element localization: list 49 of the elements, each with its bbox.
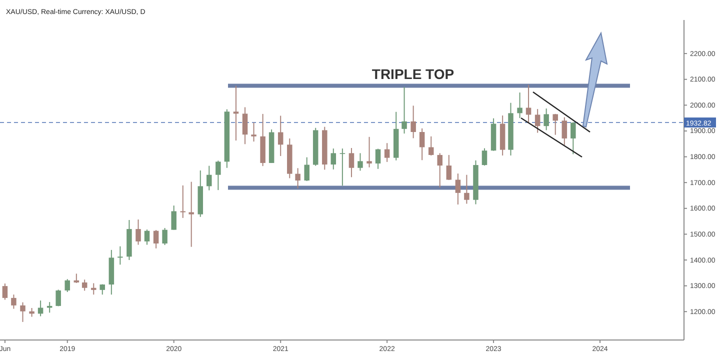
candlestick	[216, 160, 221, 191]
candlestick	[358, 152, 363, 172]
candlestick	[304, 156, 310, 182]
candlestick	[428, 136, 434, 156]
candlestick	[153, 230, 159, 249]
candlestick	[91, 282, 96, 296]
candlestick	[402, 86, 407, 134]
candlestick	[188, 181, 194, 248]
candlestick	[544, 108, 549, 131]
candlestick	[366, 136, 372, 168]
candlestick	[482, 148, 488, 166]
candlestick	[552, 113, 558, 136]
candlestick	[233, 85, 239, 142]
candlestick	[171, 205, 176, 230]
candlestick	[118, 246, 123, 266]
candlestick	[251, 122, 256, 142]
candlestick	[330, 148, 336, 170]
candlestick	[74, 273, 80, 284]
candlestick	[517, 92, 522, 119]
candlestick	[278, 115, 284, 156]
candlestick	[419, 128, 425, 161]
candlestick	[348, 148, 354, 178]
candlestick	[455, 173, 461, 206]
candlestick	[38, 300, 44, 317]
candlestick	[375, 148, 381, 170]
candlestick	[295, 168, 300, 190]
candlestick	[82, 279, 88, 292]
candlestick	[20, 302, 26, 322]
candlestick	[136, 218, 141, 246]
candlestick	[384, 142, 390, 162]
candlestick	[144, 229, 150, 246]
candlestick	[570, 122, 576, 155]
candlestick	[180, 184, 186, 218]
candlestick	[464, 174, 470, 204]
candlestick	[242, 106, 248, 145]
annotation: TRIPLE TOP	[372, 66, 454, 82]
candlestick	[64, 278, 70, 292]
candlestick	[437, 152, 442, 188]
candlestick	[2, 282, 8, 300]
candlestick	[162, 228, 168, 246]
candlestick	[206, 165, 212, 191]
candlestick	[562, 116, 568, 146]
candlestick	[56, 289, 61, 307]
candlestick	[526, 84, 532, 124]
candlestick	[410, 105, 416, 139]
candlestick	[534, 108, 540, 134]
candlestick	[11, 294, 16, 310]
candlestick	[446, 154, 452, 180]
candlestick	[340, 148, 346, 186]
